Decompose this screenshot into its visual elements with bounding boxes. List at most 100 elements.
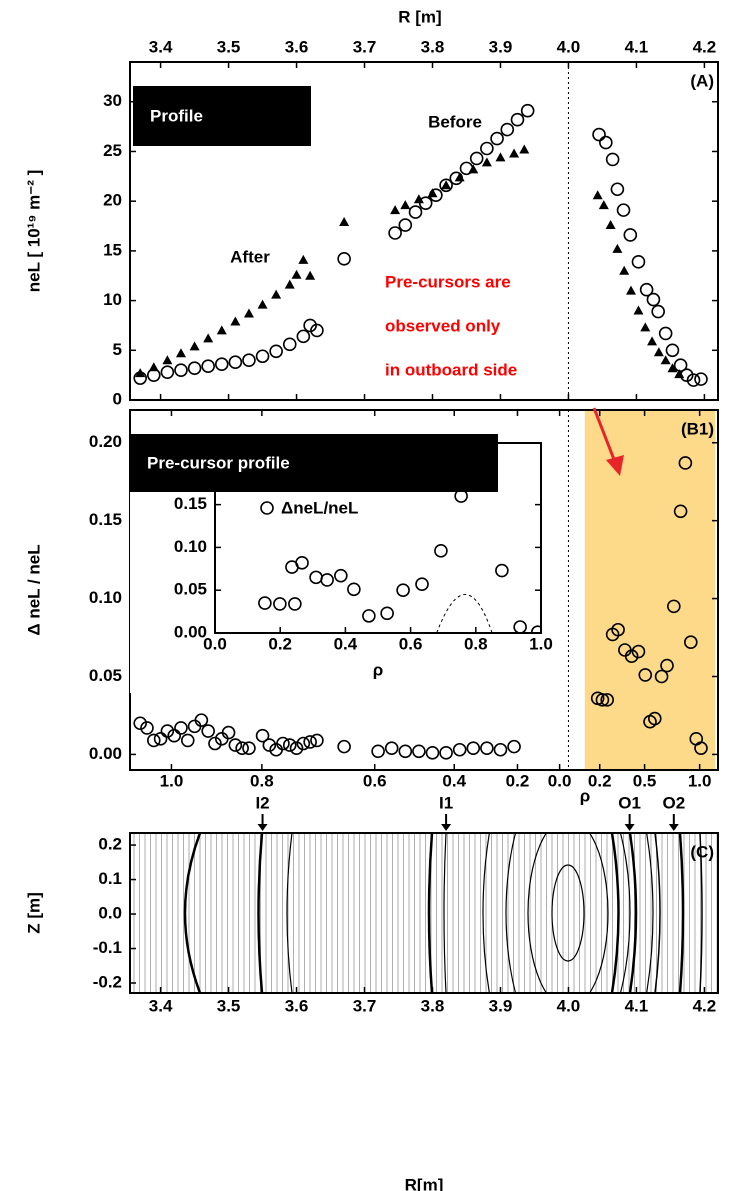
x-tick-label: 1.0 — [160, 771, 184, 790]
data-point — [194, 713, 209, 727]
data-point — [235, 741, 249, 755]
x-tick-label: 4.1 — [625, 996, 649, 1015]
data-point — [646, 292, 661, 307]
data-point — [303, 318, 317, 333]
data-point — [269, 344, 283, 359]
x-tick-label: 0.2 — [506, 771, 530, 790]
data-point — [288, 597, 302, 611]
data-point — [135, 368, 146, 378]
data-point — [519, 144, 530, 154]
chord-label: O1 — [618, 793, 641, 812]
panel-label: (C) — [690, 842, 714, 861]
y-tick-label: 0 — [113, 389, 122, 408]
data-point — [598, 200, 609, 210]
flux-contour — [427, 833, 434, 993]
x-tick-label: 0.4 — [442, 771, 466, 790]
y-tick-label: 0.2 — [98, 835, 122, 854]
data-point — [284, 279, 295, 289]
data-point — [647, 336, 658, 346]
data-point — [495, 563, 509, 578]
x-tick-label: 0.0 — [548, 771, 572, 790]
data-point — [384, 741, 399, 755]
data-point — [282, 337, 297, 352]
data-point — [255, 349, 270, 364]
flux-contour — [505, 833, 631, 993]
data-point — [427, 188, 438, 198]
data-point — [665, 343, 680, 358]
x-axis-label: R[m] — [405, 1175, 444, 1191]
data-point — [310, 733, 324, 748]
data-point — [167, 728, 181, 743]
data-point — [242, 741, 256, 755]
data-point — [339, 217, 350, 227]
data-point — [638, 668, 653, 682]
data-point — [148, 362, 159, 372]
data-point — [490, 131, 504, 146]
data-point — [466, 741, 481, 755]
plot-frame — [129, 61, 719, 401]
data-point — [611, 622, 625, 637]
chord-label: O2 — [662, 793, 685, 812]
y-tick-label: 10 — [103, 290, 122, 309]
data-point — [425, 746, 440, 760]
x-axis-label: R [m] — [398, 7, 441, 26]
data-point — [686, 373, 701, 387]
data-point — [187, 361, 202, 375]
data-point — [673, 358, 688, 373]
data-point — [174, 363, 188, 377]
x-tick-label: 3.9 — [489, 996, 513, 1015]
y-tick-label: 0.00 — [89, 744, 122, 763]
annotation-arrow — [592, 407, 617, 463]
highlight-span — [584, 410, 716, 770]
data-point — [441, 180, 452, 190]
y-axis-label: Δ neL / neL — [24, 544, 43, 635]
y-tick-label: 25 — [103, 141, 122, 160]
x-tick-label: 0.2 — [588, 771, 612, 790]
data-point — [396, 583, 410, 598]
callout-box — [133, 86, 311, 146]
x-tick-label: 3.6 — [285, 996, 309, 1015]
data-point — [599, 135, 613, 150]
x-tick-label: 0.8 — [464, 634, 488, 653]
data-point — [262, 738, 277, 752]
y-tick-label: 0.15 — [89, 510, 122, 529]
data-point — [510, 112, 525, 127]
model-curve — [436, 593, 493, 633]
data-point — [434, 544, 448, 558]
data-point — [413, 194, 424, 204]
y-tick-label: 15 — [103, 240, 122, 259]
annotation: observed only — [385, 316, 501, 335]
flux-contour — [699, 833, 703, 993]
data-point — [507, 739, 521, 754]
data-point — [500, 122, 515, 137]
y-tick-label: 5 — [113, 340, 122, 359]
panel-label: (B1) — [681, 419, 714, 438]
data-point — [291, 269, 302, 279]
x-tick-label: 3.4 — [149, 37, 173, 56]
data-point — [412, 744, 426, 759]
y-tick-label: 0.00 — [174, 622, 207, 641]
panel-label: (A) — [690, 71, 714, 90]
data-point — [454, 172, 465, 182]
data-point — [398, 218, 413, 232]
data-point — [276, 736, 290, 751]
data-point — [153, 732, 168, 746]
data-point — [651, 304, 665, 319]
callout: Pre-cursor profile — [147, 453, 290, 472]
legend-label: ΔneL/neL — [281, 498, 358, 517]
flux-contour — [610, 833, 620, 993]
data-point — [289, 741, 304, 755]
data-point — [180, 733, 195, 748]
data-point — [439, 178, 453, 193]
data-point — [480, 141, 494, 156]
data-point — [509, 148, 520, 158]
flux-contour — [678, 833, 685, 993]
x-tick-label: 0.6 — [399, 634, 423, 653]
data-point — [295, 556, 309, 570]
data-point — [674, 369, 685, 379]
data-point — [189, 341, 200, 351]
annotation: Pre-cursors are — [385, 272, 511, 291]
data-point — [310, 323, 324, 338]
data-point — [452, 742, 467, 757]
data-point — [408, 205, 423, 219]
